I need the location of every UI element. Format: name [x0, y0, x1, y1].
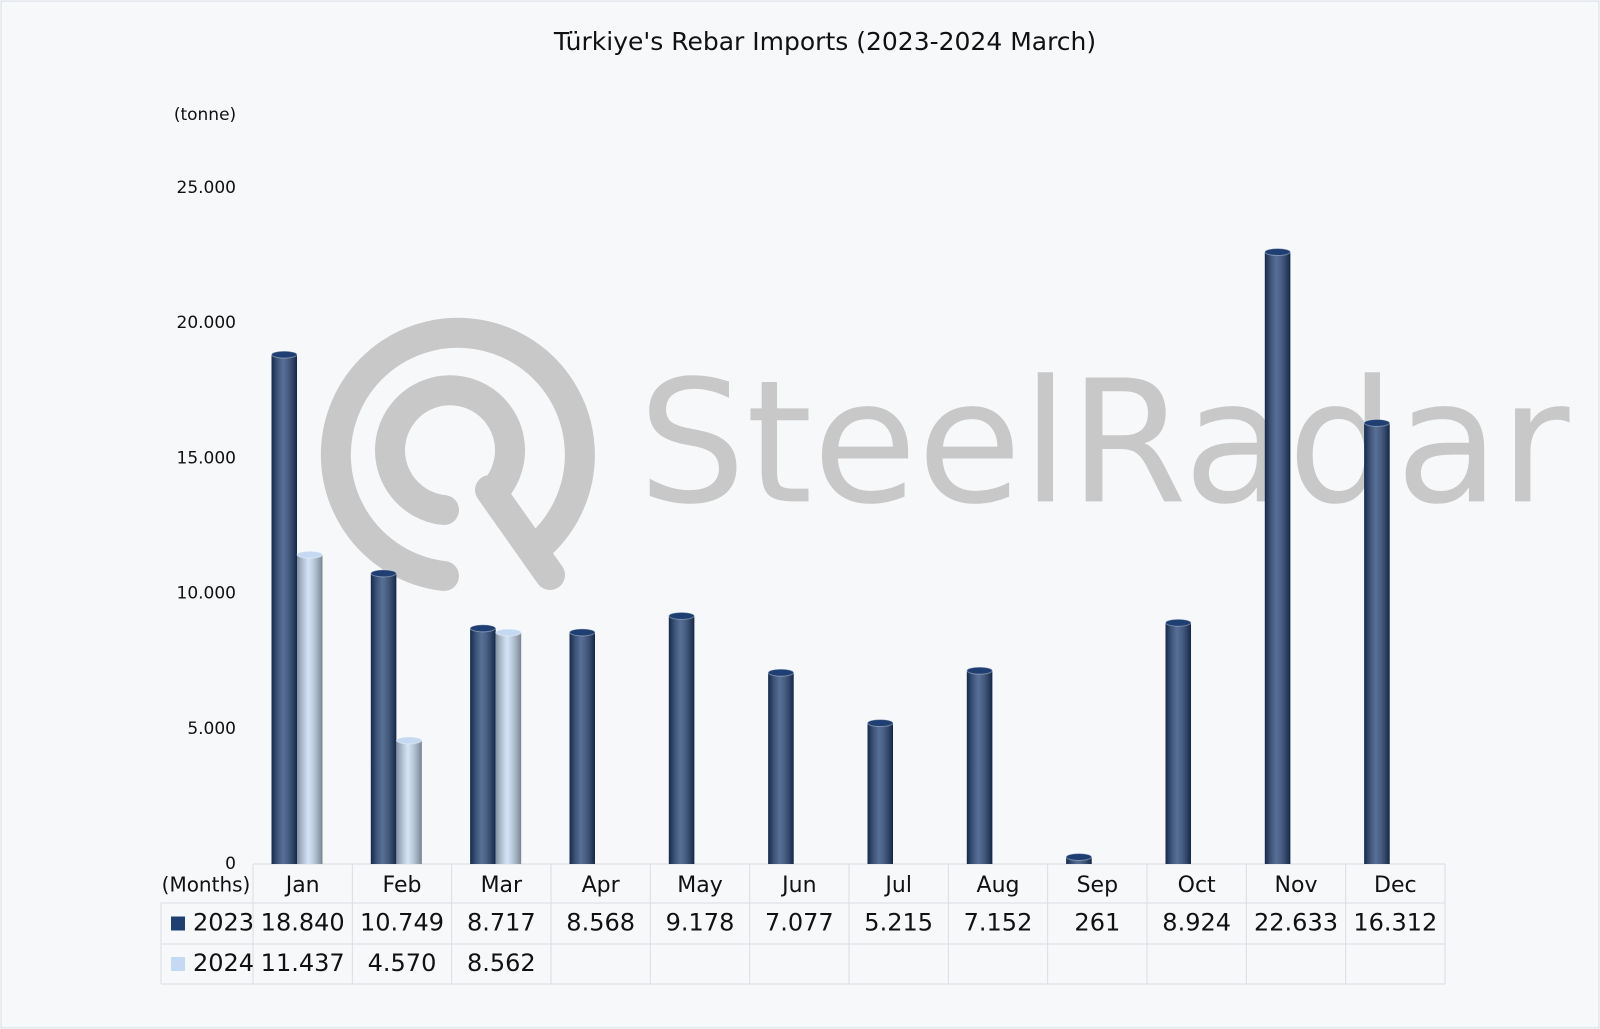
bar-cap	[395, 736, 423, 745]
value-label: 11.437	[261, 949, 345, 977]
value-label: 18.840	[261, 909, 345, 937]
bar-shade	[966, 670, 993, 864]
bar-cap	[1264, 248, 1291, 257]
bar-cap	[569, 628, 596, 637]
bar-shade	[569, 632, 595, 864]
x-tick-label: Jun	[780, 873, 816, 898]
x-tick-label: Jul	[883, 873, 912, 898]
legend-swatch	[171, 916, 185, 931]
bar-cap	[469, 624, 497, 633]
bar-shade	[370, 573, 397, 864]
x-tick-label: Sep	[1077, 873, 1118, 898]
bar-cap	[370, 569, 397, 578]
bar-shade	[1364, 422, 1390, 864]
bar-shade	[1264, 252, 1291, 865]
value-label: 9.178	[666, 909, 735, 937]
bar-shade	[1066, 856, 1092, 864]
value-label: 8.717	[467, 909, 536, 937]
x-tick-label: Apr	[582, 873, 621, 898]
bar-cap	[668, 611, 695, 620]
value-label: 261	[1074, 909, 1120, 937]
y-tick-label: 5.000	[187, 719, 236, 739]
y-axis-label: (tonne)	[174, 105, 236, 125]
bar-cap	[271, 350, 298, 359]
legend-label: 2024	[193, 949, 254, 977]
bar-shade	[495, 632, 522, 864]
bar-shade	[867, 722, 893, 864]
value-label: 10.749	[360, 909, 444, 937]
bar-cap	[1165, 618, 1192, 627]
y-tick-label: 10.000	[177, 584, 236, 604]
chart-title: Türkiye's Rebar Imports (2023-2024 March…	[553, 27, 1096, 56]
bar-cap	[1065, 852, 1093, 861]
value-label: 8.924	[1162, 909, 1231, 937]
value-label: 8.562	[467, 949, 536, 977]
y-tick-label: 20.000	[177, 313, 236, 333]
watermark: SteelRadar	[638, 344, 1570, 542]
bar-shade	[768, 672, 794, 864]
bar-shade	[297, 554, 323, 864]
legend-label: 2023	[193, 909, 254, 937]
bar-cap	[867, 718, 894, 727]
bar-cap	[767, 668, 795, 677]
value-label: 7.077	[765, 909, 834, 937]
x-tick-label: Jan	[284, 873, 320, 898]
x-tick-label: May	[677, 873, 722, 898]
bar-shade	[668, 615, 695, 864]
value-label: 8.568	[566, 909, 635, 937]
watermark-logo	[320, 317, 595, 591]
x-tick-label: Dec	[1374, 873, 1417, 898]
value-label: 5.215	[864, 909, 933, 937]
y-tick-label: 15.000	[177, 448, 236, 468]
x-tick-label: Oct	[1178, 873, 1216, 898]
y-tick-label: 0	[225, 854, 236, 874]
x-axis-label: (Months)	[162, 873, 251, 897]
x-tick-label: Aug	[977, 873, 1020, 898]
bar-cap	[1363, 418, 1391, 427]
bar-cap	[966, 666, 993, 675]
x-tick-label: Nov	[1275, 873, 1318, 898]
legend-swatch	[171, 957, 185, 971]
bar-shade	[396, 740, 422, 864]
bar-shade	[271, 354, 297, 864]
value-label: 4.570	[368, 949, 437, 977]
value-label: 7.152	[964, 909, 1033, 937]
x-tick-label: Mar	[481, 873, 523, 898]
value-label: 16.312	[1353, 909, 1437, 937]
bar-cap	[296, 550, 323, 559]
y-tick-label: 25.000	[177, 178, 236, 198]
bar-shade	[470, 628, 496, 864]
bar-shade	[1165, 622, 1191, 864]
value-label: 22.633	[1254, 909, 1338, 937]
x-tick-label: Feb	[383, 873, 422, 898]
bar-cap	[495, 628, 522, 637]
